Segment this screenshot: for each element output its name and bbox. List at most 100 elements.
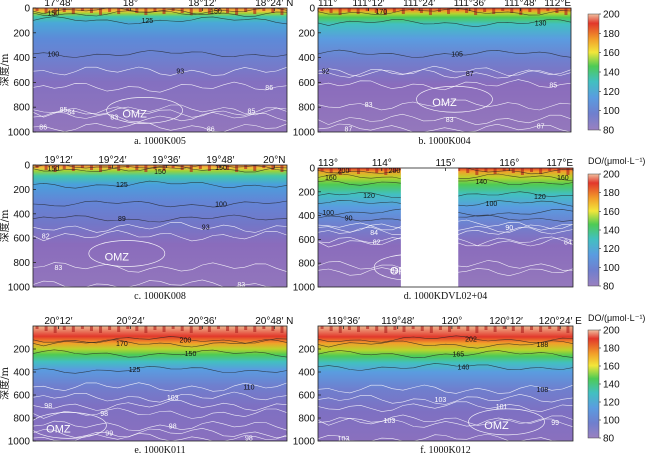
- omz-label: OMZ: [46, 423, 71, 435]
- y-tick-label: 400: [13, 209, 30, 220]
- contour-line: [32, 391, 288, 403]
- contour-label: 125: [141, 18, 153, 25]
- surface-mark: [466, 326, 470, 331]
- surface-mark: [62, 326, 66, 330]
- contour-label: 86: [265, 85, 273, 92]
- colorbar-tick-label: 180: [603, 344, 620, 355]
- colorbar-strip: [587, 173, 600, 287]
- surface-mark: [135, 8, 139, 13]
- surface-mark: [457, 326, 461, 329]
- data-gap: [400, 167, 459, 288]
- x-tick-label: 115°: [436, 158, 456, 169]
- x-tick-label: 111°12′: [352, 0, 384, 9]
- surface-mark: [253, 165, 257, 171]
- x-tick-label: 19°24′: [98, 155, 126, 166]
- colorbar-strip: [587, 13, 600, 131]
- surface-mark: [465, 8, 469, 13]
- contour-line: [317, 350, 574, 359]
- surface-mark: [537, 8, 541, 14]
- panel-frame: [317, 325, 574, 442]
- x-tick-label: 116°: [499, 158, 519, 169]
- surface-mark: [80, 326, 84, 329]
- surface-mark: [356, 326, 360, 332]
- y-tick-label: 1000: [293, 437, 316, 448]
- surface-mark: [253, 8, 257, 14]
- surface-mark: [180, 8, 184, 13]
- y-tick-label: 200: [298, 28, 315, 39]
- contour-line: [32, 180, 288, 189]
- omz-label: OMZ: [432, 97, 457, 109]
- colorbar-tick-label: 160: [603, 207, 620, 218]
- colorbar-tick-label: 120: [603, 398, 620, 409]
- panel-caption: a. 1000K005: [134, 136, 186, 147]
- surface-mark: [519, 8, 523, 15]
- x-tick-label: 120°12′: [489, 316, 523, 327]
- x-tick-label: 19°36′: [152, 155, 180, 166]
- surface-mark: [438, 326, 442, 330]
- surface-mark: [347, 326, 351, 330]
- y-tick-label: 800: [298, 259, 315, 270]
- surface-mark: [483, 8, 487, 12]
- contour-label: 84: [67, 110, 75, 117]
- contour-label: 150: [154, 169, 166, 176]
- surface-mark: [401, 8, 405, 14]
- contour-line: [32, 339, 288, 348]
- x-tick-label: 18°: [123, 0, 138, 9]
- contour-line: [32, 66, 288, 76]
- surface-mark: [474, 8, 478, 15]
- y-tick-label: 200: [298, 187, 315, 198]
- contour-label: 170: [116, 341, 128, 348]
- contour-label: 103: [338, 436, 350, 443]
- section-fill: [33, 165, 287, 287]
- contour-line: [32, 164, 288, 173]
- surface-mark: [126, 326, 130, 329]
- x-tick-label: 120°24′ E: [539, 316, 582, 327]
- surface-mark: [437, 8, 441, 12]
- contour-line: [32, 214, 288, 223]
- surface-mark: [484, 326, 488, 330]
- contour-label: 108: [537, 387, 549, 394]
- surface-mark: [226, 8, 230, 13]
- panel-frame: [32, 164, 288, 288]
- omz-contour: [106, 97, 183, 124]
- contour-label: 165: [452, 352, 464, 359]
- surface-mark: [329, 326, 333, 331]
- y-axis-label: 深度/m: [0, 367, 11, 400]
- y-tick-label: 200: [13, 28, 30, 39]
- contour-line: [317, 123, 572, 133]
- surface-mark: [280, 8, 284, 15]
- contour-label: 83: [110, 115, 118, 122]
- surface-mark: [71, 8, 75, 14]
- surface-mark: [530, 326, 534, 330]
- surface-mark: [557, 326, 561, 331]
- surface-mark: [226, 326, 230, 331]
- section-fill: [318, 326, 573, 441]
- surface-mark: [171, 165, 175, 168]
- contour-line: [32, 164, 288, 172]
- surface-mark: [566, 326, 570, 333]
- x-tick-label: 111°48′: [504, 0, 536, 9]
- surface-mark: [457, 168, 461, 171]
- surface-mark: [153, 165, 157, 169]
- y-tick-label: 600: [298, 235, 315, 246]
- contour-label: 89: [118, 216, 126, 223]
- contour-label: 100: [486, 201, 498, 208]
- y-tick-label: 1000: [293, 283, 316, 294]
- contour-label: 86: [207, 126, 215, 133]
- contour-line: [317, 7, 572, 16]
- contour-line: [32, 230, 288, 242]
- contour-label: 82: [391, 268, 399, 275]
- colorbar-tick-label: 200: [603, 326, 620, 337]
- y-tick-label: 400: [13, 53, 30, 64]
- contour-label: 110: [243, 384, 254, 391]
- contour-label: 87: [466, 71, 474, 78]
- contour-label: 87: [345, 126, 353, 133]
- surface-mark: [262, 8, 266, 11]
- surface-mark: [393, 326, 397, 330]
- contour-line: [32, 400, 288, 411]
- surface-mark: [356, 8, 360, 14]
- contour-label: 125: [116, 182, 128, 189]
- surface-mark: [144, 8, 148, 15]
